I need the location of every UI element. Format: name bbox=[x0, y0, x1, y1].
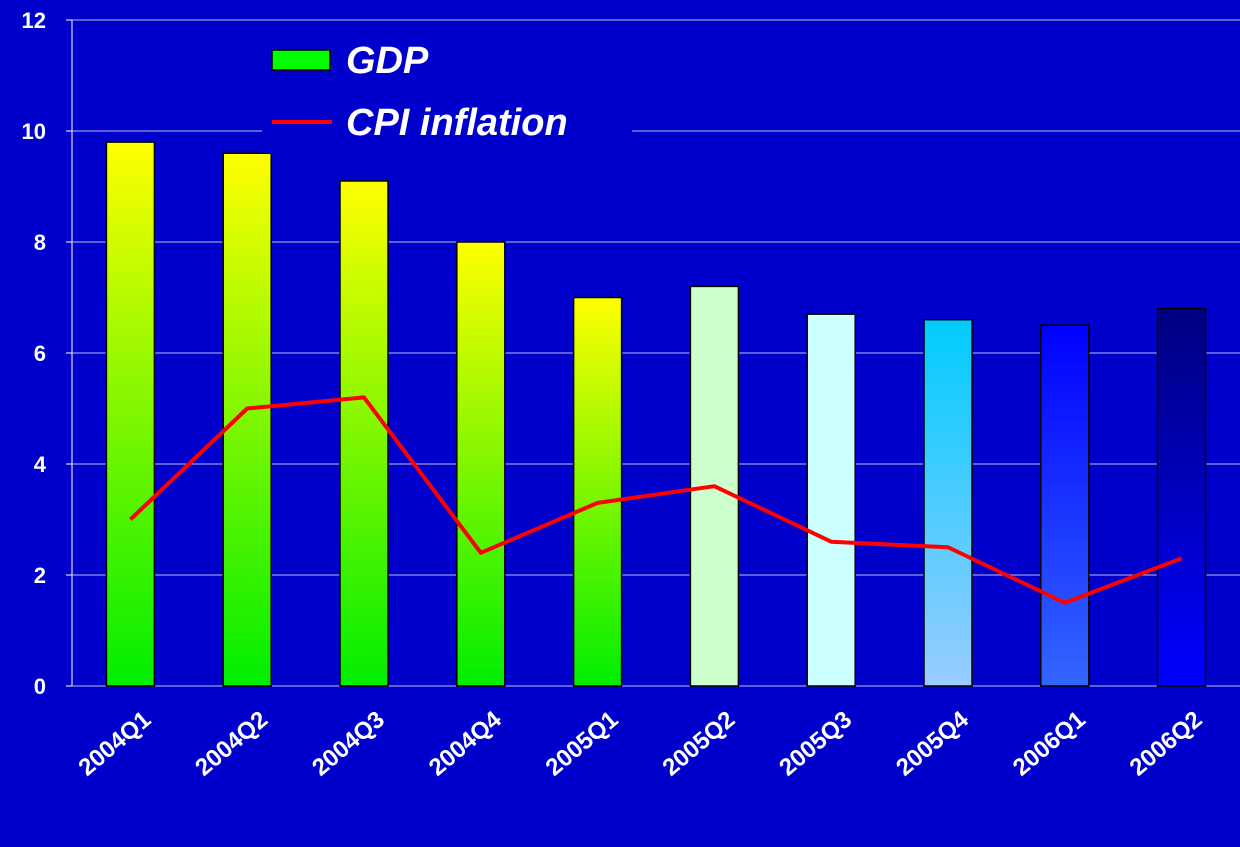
bar bbox=[1156, 307, 1207, 687]
legend-box bbox=[262, 28, 632, 153]
line bbox=[129, 395, 1183, 605]
y-tick-label: 0 bbox=[34, 674, 46, 699]
bar bbox=[923, 318, 973, 687]
y-tick-label: 6 bbox=[34, 341, 46, 366]
bar bbox=[222, 152, 272, 687]
bar bbox=[806, 313, 856, 687]
legend-swatch bbox=[271, 49, 331, 71]
bar bbox=[105, 141, 156, 687]
bar bbox=[572, 296, 623, 687]
bar bbox=[339, 180, 389, 687]
y-tick-label: 2 bbox=[34, 563, 46, 588]
y-tick-label: 12 bbox=[22, 8, 46, 33]
bar bbox=[1040, 324, 1090, 687]
y-tick-label: 10 bbox=[22, 119, 46, 144]
bar bbox=[456, 241, 506, 687]
legend-label: CPI inflation bbox=[346, 102, 568, 144]
y-tick-label: 4 bbox=[34, 452, 47, 477]
legend-label: GDP bbox=[346, 40, 429, 82]
y-tick-label: 8 bbox=[34, 230, 46, 255]
